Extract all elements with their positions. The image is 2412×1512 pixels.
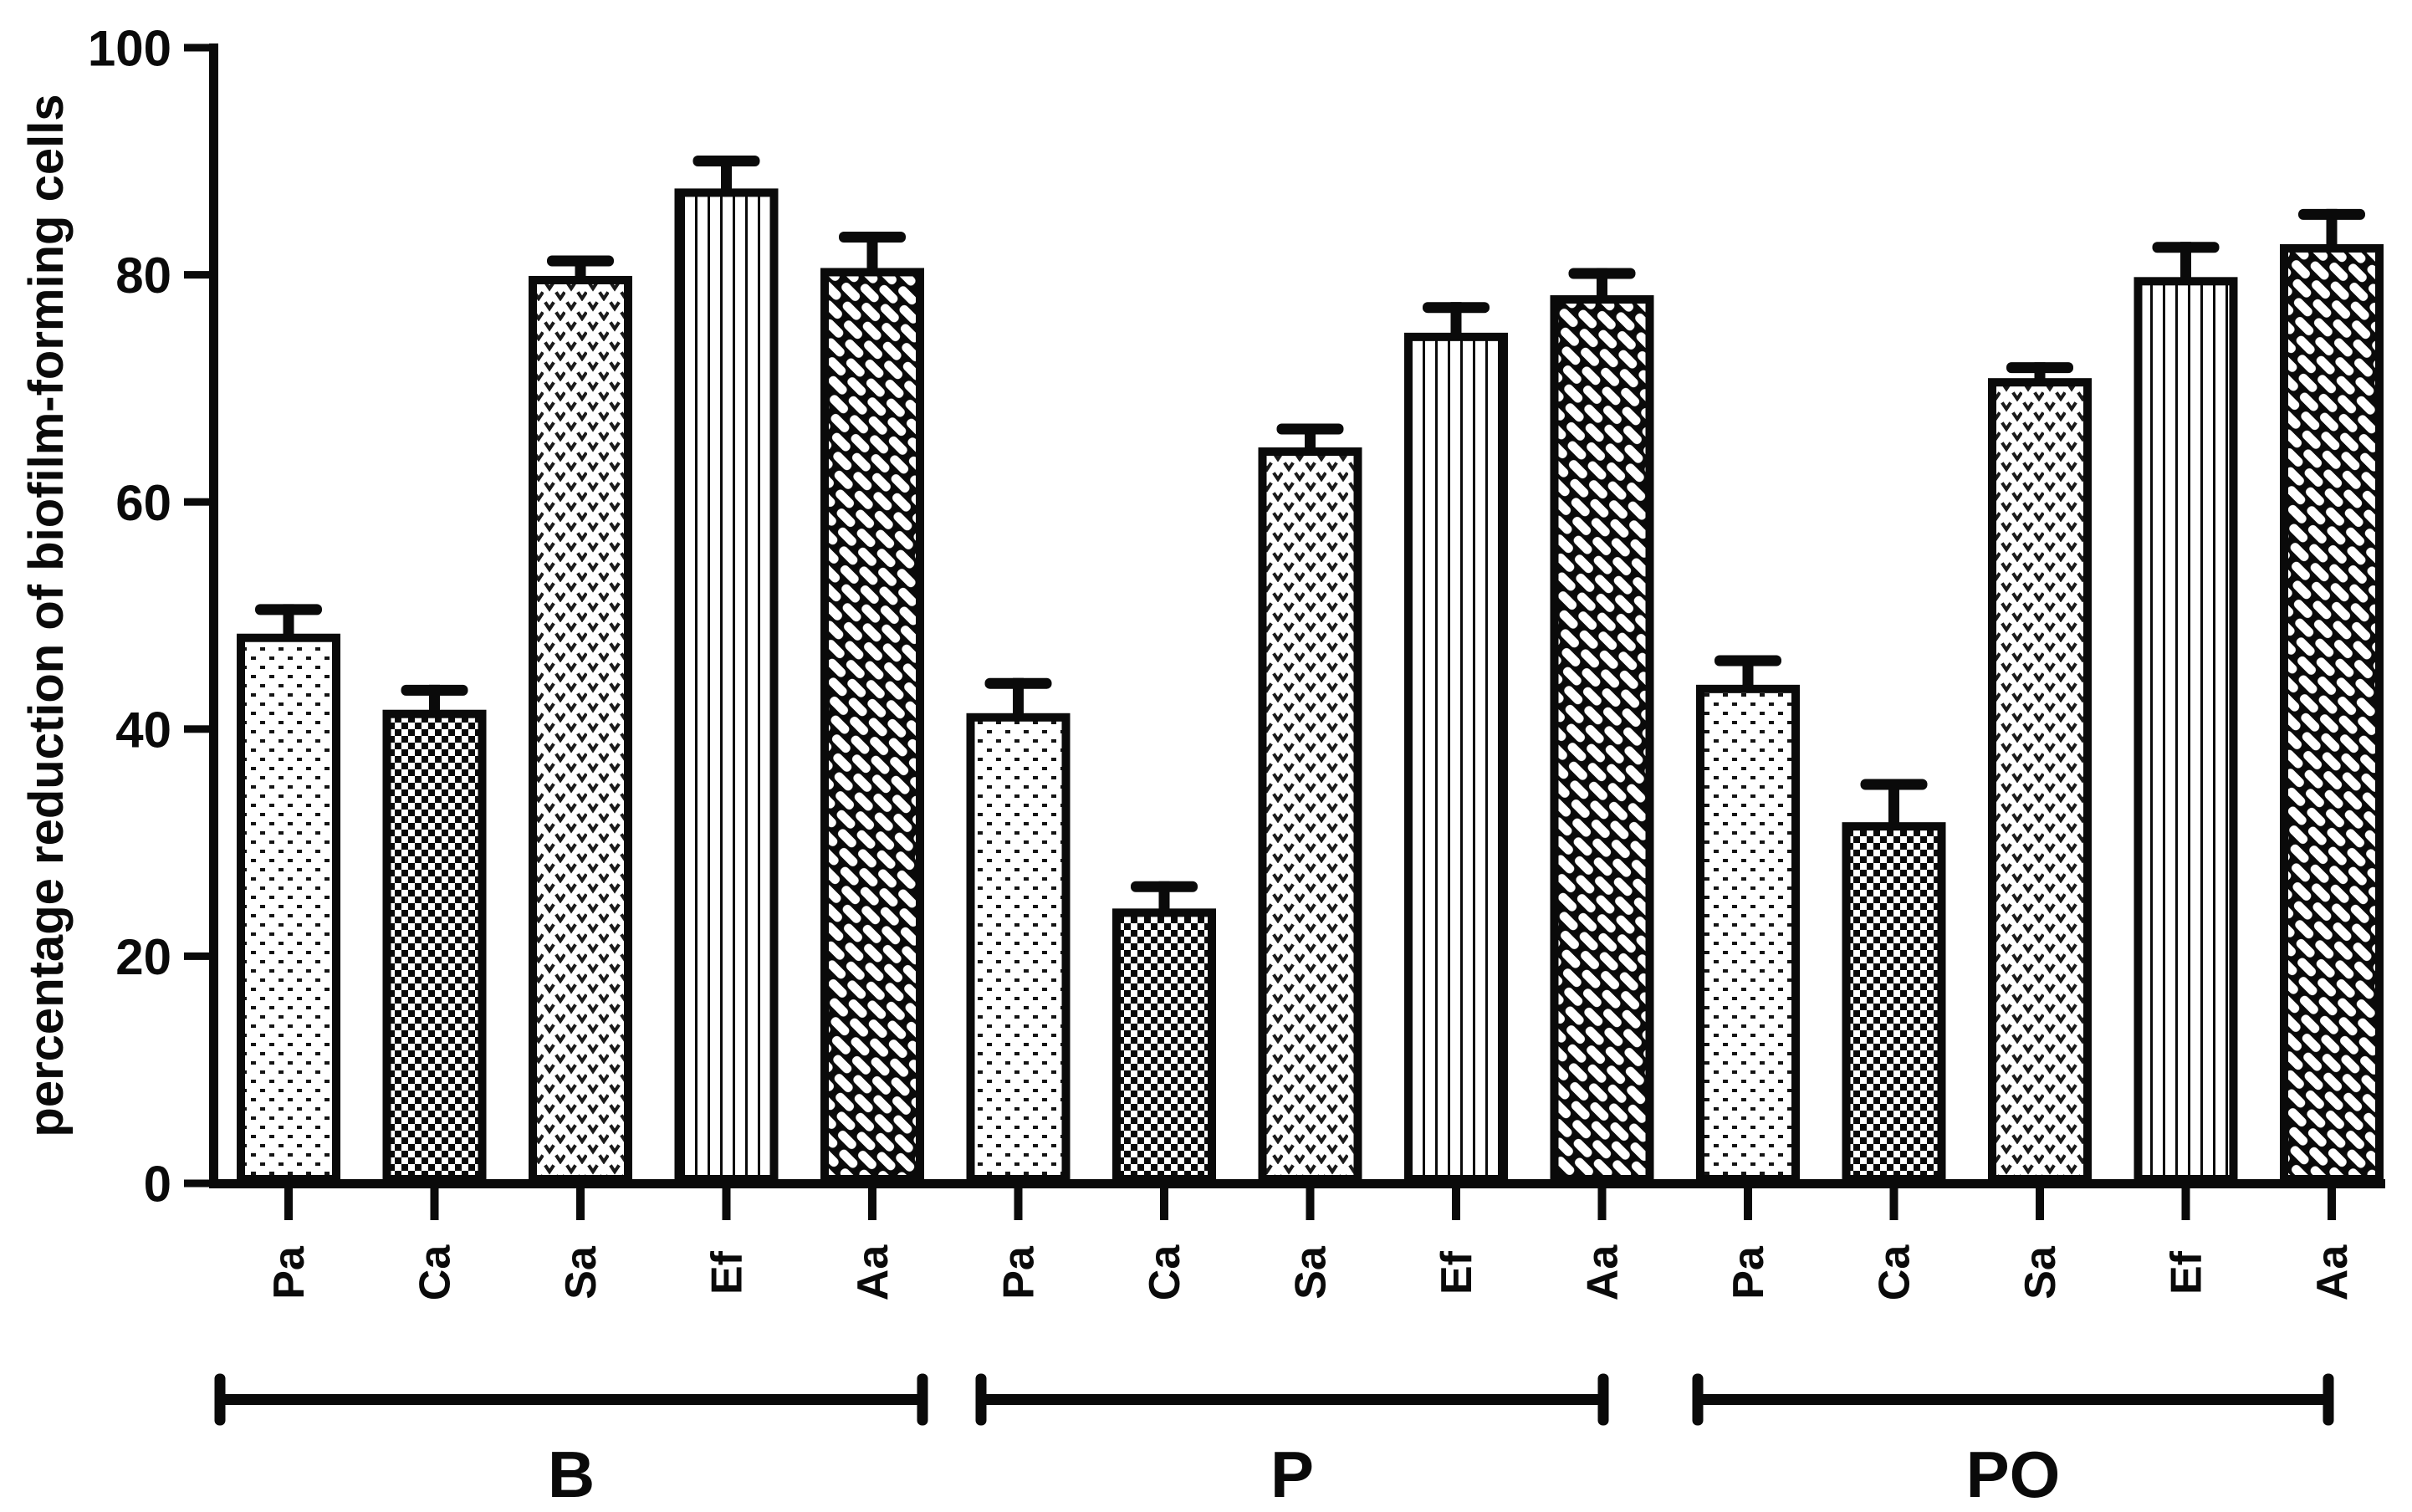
group-bracket-cap [214, 1373, 226, 1426]
error-bar-cap [1276, 423, 1344, 435]
error-bar-cap [1860, 779, 1928, 790]
x-axis-line [209, 1179, 2385, 1188]
bar-fill-B-Ef [682, 197, 770, 1176]
bar-fill-P-Sa [1266, 456, 1354, 1175]
bar-fill-PO-Ca [1850, 830, 1938, 1175]
y-tick [184, 43, 209, 52]
x-tick [2181, 1188, 2190, 1220]
group-bracket-cap [975, 1373, 987, 1426]
bar-fill-B-Sa [537, 284, 624, 1175]
y-tick-label: 80 [115, 248, 171, 304]
error-bar-stem [1888, 779, 1899, 828]
bar-fill-P-Ca [1121, 917, 1208, 1175]
bar-fill-B-Ca [391, 718, 478, 1175]
bar-fill-PO-Ef [2142, 285, 2230, 1175]
bar-label: Sa [1287, 1245, 1336, 1300]
bar-label: Sa [557, 1245, 606, 1300]
labels-layer: Pa Ca Sa Ef Aa Pa Ca Sa Ef Aa Pa Ca Sa Ef Aa 0 20 40 60 80 1… [19, 21, 2357, 1301]
group-bracket-cap [1597, 1373, 1609, 1426]
x-tick [1597, 1188, 1607, 1220]
error-bar-cap [2152, 242, 2220, 253]
error-bar-cap [1568, 268, 1636, 279]
y-tick-label: 60 [115, 475, 171, 531]
y-tick-label: 0 [144, 1157, 171, 1213]
error-bar-cap [2006, 362, 2073, 374]
y-tick [184, 1179, 209, 1188]
error-bar-cap [1714, 655, 1781, 667]
bar-fill-PO-Pa [1704, 692, 1791, 1175]
y-tick [184, 271, 209, 279]
x-tick [1014, 1188, 1023, 1220]
error-bar-cap [547, 255, 614, 267]
group-label: P [1270, 1438, 1314, 1511]
error-bar-cap [839, 231, 906, 243]
bar-fill-PO-Aa [2288, 252, 2375, 1176]
bar-fill-P-Aa [1558, 304, 1646, 1176]
error-bar-cap [984, 677, 1052, 689]
y-axis-label: percentage reduction of biofilm-forming … [19, 94, 74, 1137]
bar-label: Aa [2308, 1244, 2357, 1301]
bar-fill-PO-Sa [1996, 386, 2083, 1176]
error-bar-cap [1131, 881, 1198, 892]
bar-label: Pa [995, 1245, 1044, 1300]
x-tick [1744, 1188, 1752, 1220]
x-tick [1160, 1188, 1168, 1220]
x-tick [2328, 1188, 2336, 1220]
x-tick [2036, 1188, 2044, 1220]
bar-fill-B-Aa [829, 276, 916, 1175]
group-bracket-cap [2323, 1373, 2334, 1426]
group-bracket-cap [917, 1373, 928, 1426]
x-tick [284, 1188, 293, 1220]
x-tick [576, 1188, 585, 1220]
bars-layer [237, 156, 2384, 1184]
y-tick-label: 40 [115, 702, 171, 758]
bar-label: Ef [2163, 1250, 2211, 1295]
group-label: B [548, 1438, 595, 1511]
bar-fill-P-Ef [1413, 340, 1500, 1175]
y-tick [184, 952, 209, 960]
error-bar-cap [401, 684, 468, 696]
x-tick [1452, 1188, 1460, 1220]
bar-label: Ca [1871, 1244, 1919, 1301]
group-bracket-line [1698, 1394, 2328, 1405]
y-axis-line [209, 43, 218, 1188]
axes-layer [184, 43, 2385, 1220]
brackets-layer: B P PO [214, 1373, 2334, 1511]
bar-label: Sa [2016, 1245, 2065, 1300]
x-tick [868, 1188, 876, 1220]
group-bracket-cap [1692, 1373, 1704, 1426]
bar-label: Pa [1725, 1245, 1773, 1300]
group-bracket-line [981, 1394, 1603, 1405]
error-bar-cap [2298, 208, 2365, 220]
x-tick [430, 1188, 439, 1220]
bar-label: Aa [1579, 1244, 1628, 1301]
bar-fill-B-Pa [245, 641, 332, 1175]
group-label: PO [1966, 1438, 2061, 1511]
x-tick [1889, 1188, 1898, 1220]
error-bar-cap [1423, 302, 1490, 314]
x-tick [1306, 1188, 1315, 1220]
bar-label: Ca [1141, 1244, 1189, 1301]
y-tick-label: 20 [115, 929, 171, 985]
error-bar-cap [255, 604, 322, 616]
y-tick-label: 100 [88, 21, 171, 77]
error-bar-cap [692, 156, 760, 167]
group-bracket-line [220, 1394, 922, 1405]
bar-label: Ef [703, 1250, 752, 1295]
bar-label: Aa [849, 1244, 897, 1301]
bar-label: Ca [411, 1244, 460, 1301]
x-tick [722, 1188, 731, 1220]
bar-label: Pa [265, 1245, 314, 1300]
bar-fill-P-Pa [974, 721, 1062, 1175]
bar-label: Ef [1433, 1250, 1481, 1295]
y-tick [184, 498, 209, 506]
y-tick [184, 725, 209, 733]
